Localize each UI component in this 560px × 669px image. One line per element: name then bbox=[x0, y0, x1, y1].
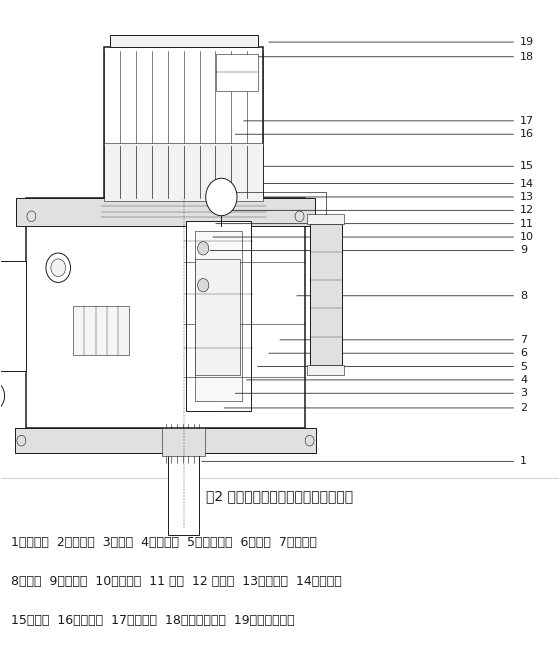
Bar bbox=[104, 47, 263, 201]
Circle shape bbox=[27, 211, 36, 221]
Text: 15: 15 bbox=[520, 161, 534, 171]
Bar bbox=[186, 221, 251, 411]
Bar bbox=[195, 260, 240, 375]
Text: 15．端盖  16．风扇叶  17．风扇罩  18．入轴紧固环  19．直联电动机: 15．端盖 16．风扇叶 17．风扇罩 18．入轴紧固环 19．直联电动机 bbox=[11, 613, 295, 627]
Text: 5: 5 bbox=[520, 361, 527, 371]
Bar bbox=[307, 213, 344, 224]
Circle shape bbox=[51, 259, 66, 276]
Text: 9: 9 bbox=[520, 246, 528, 256]
Circle shape bbox=[0, 381, 4, 411]
Text: 12: 12 bbox=[520, 205, 534, 215]
Circle shape bbox=[198, 278, 209, 292]
Text: 19: 19 bbox=[520, 37, 534, 47]
Circle shape bbox=[198, 242, 209, 255]
Circle shape bbox=[295, 211, 304, 221]
Bar bbox=[195, 231, 242, 401]
Text: 8．销轴  9．摆线轮  10．间隔环  11 销套  12 针齿套  13．针齿壳  14．针齿销: 8．销轴 9．摆线轮 10．间隔环 11 销套 12 针齿套 13．针齿壳 14… bbox=[11, 575, 342, 588]
Bar bbox=[73, 306, 129, 355]
Text: 13: 13 bbox=[520, 192, 534, 202]
Bar bbox=[104, 142, 263, 201]
Bar bbox=[110, 35, 258, 47]
Text: 2: 2 bbox=[520, 403, 528, 413]
Circle shape bbox=[46, 253, 71, 282]
Bar bbox=[216, 54, 258, 91]
Text: 1．输出轴  2．紧固环  3．压盖  4．示油器  5．立式机座  6．油泵  7．输入轴: 1．输出轴 2．紧固环 3．压盖 4．示油器 5．立式机座 6．油泵 7．输入轴 bbox=[11, 537, 316, 549]
Text: 11: 11 bbox=[520, 219, 534, 229]
Text: 4: 4 bbox=[520, 375, 528, 385]
Text: 3: 3 bbox=[520, 388, 527, 398]
Text: 图2 单级减速立式直联型双轴型结构图: 图2 单级减速立式直联型双轴型结构图 bbox=[207, 489, 353, 503]
Text: 6: 6 bbox=[520, 348, 527, 358]
Bar bbox=[162, 428, 205, 456]
Text: 17: 17 bbox=[520, 116, 534, 126]
Circle shape bbox=[17, 436, 26, 446]
Circle shape bbox=[206, 178, 237, 215]
Bar bbox=[15, 428, 316, 454]
Bar bbox=[16, 197, 315, 225]
Circle shape bbox=[305, 436, 314, 446]
Bar bbox=[310, 224, 342, 365]
Text: 14: 14 bbox=[520, 179, 534, 189]
Text: 10: 10 bbox=[520, 232, 534, 242]
Bar bbox=[101, 201, 266, 222]
Bar bbox=[168, 428, 199, 535]
Bar bbox=[307, 365, 344, 375]
Text: 7: 7 bbox=[520, 335, 528, 345]
Bar bbox=[0, 261, 26, 371]
Text: 16: 16 bbox=[520, 129, 534, 139]
Text: 18: 18 bbox=[520, 52, 534, 62]
Text: 1: 1 bbox=[520, 456, 527, 466]
Bar bbox=[26, 197, 305, 428]
Text: 8: 8 bbox=[520, 291, 528, 301]
